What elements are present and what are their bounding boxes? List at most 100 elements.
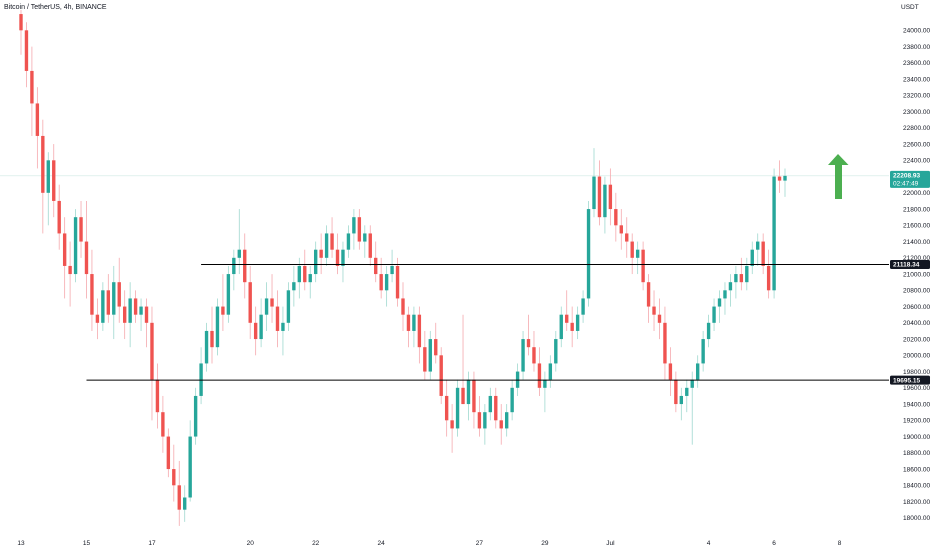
candle-body [745,265,749,283]
candle-body [368,233,372,258]
candle-body [95,314,100,323]
y-tick-label: 20600.00 [903,304,930,311]
candle-body [139,306,143,315]
candle [734,265,738,299]
candle-body [532,347,536,364]
candle [406,306,411,348]
candle [510,379,514,421]
candle [379,257,383,299]
candle-body [739,274,744,283]
candle [95,298,100,340]
currency-label: USDT [901,4,919,11]
candle [739,257,744,291]
candle [352,209,356,250]
y-tick-label: 21400.00 [903,239,930,246]
current-price-tag [890,170,930,188]
up-arrow-icon [828,154,849,199]
y-tick-label: 20200.00 [903,336,930,343]
candle [313,241,318,283]
candle [237,209,241,275]
candle [559,306,563,348]
candle [614,192,618,242]
candle-body [685,387,689,396]
candle [41,119,45,234]
candle-body [548,363,553,380]
candle [117,257,121,323]
candle [264,282,269,331]
candle-body [117,282,121,307]
candle-body [172,469,176,486]
candle [112,265,116,340]
candle-body [717,298,722,307]
candle [133,290,138,323]
candle-body [204,330,209,364]
candle [750,241,754,275]
y-tick-label: 19800.00 [903,369,930,376]
candle [592,148,596,218]
candle [608,168,613,226]
candle-body [734,274,738,283]
candle-body [586,209,591,299]
candle-body [122,306,127,323]
y-tick-label: 23800.00 [903,44,930,51]
x-tick-label: 20 [247,540,255,547]
candle-body [341,249,345,266]
candle-body [188,436,192,498]
candle-body [30,70,34,104]
candle-body [450,420,454,429]
candle-body [210,330,214,348]
candle [504,404,509,437]
candle [19,10,23,55]
y-tick-label: 22400.00 [903,158,930,165]
candle [193,387,198,445]
candle [423,330,427,380]
candle-body [292,282,296,291]
candle [308,265,312,299]
candle-body [761,241,765,266]
y-tick-label: 22000.00 [903,190,930,197]
candle-body [625,233,629,242]
candle [297,257,302,299]
candle [319,233,323,275]
candle-body [466,379,471,405]
candle-body [357,217,362,242]
candle [646,274,651,323]
candle [226,265,231,323]
candle [122,290,127,340]
candle-body [90,274,94,315]
candle-body [73,217,78,275]
time-axis[interactable]: 1315172022242729Jul468111315182022 [17,540,932,547]
y-tick-label: 19400.00 [903,401,930,408]
y-tick-label: 23000.00 [903,109,930,116]
candle [461,314,465,405]
candle-body [706,322,711,340]
candle [434,322,438,364]
candle-body [35,103,40,136]
y-tick-label: 20800.00 [903,288,930,295]
candle-body [663,322,667,364]
y-tick-label: 21600.00 [903,223,930,230]
candle [619,209,623,250]
candle-body [68,265,72,275]
candle [303,249,307,291]
candle [324,225,329,266]
y-tick-label: 23400.00 [903,76,930,83]
candle [439,347,443,405]
candle-body [401,298,405,315]
candle [554,330,558,372]
candle [483,404,487,445]
candle-body [281,322,285,331]
candle-body [335,249,340,266]
candle [728,274,733,307]
candle [521,330,525,380]
candle [674,371,678,413]
candle-body [221,306,225,315]
candle [472,371,476,429]
candle [150,306,154,421]
price-axis[interactable]: 18000.00 18200.00 18400.00 18600.00 18800.00… [903,28,930,523]
y-tick-label: 24000.00 [903,28,930,35]
candle-body [253,322,258,340]
candle-body [303,265,307,283]
candle [625,217,629,258]
